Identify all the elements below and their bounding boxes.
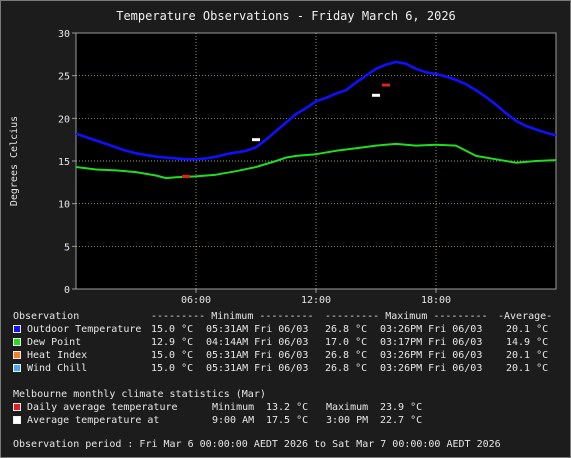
climate-b-label: Maximum	[326, 402, 369, 413]
legend-swatch	[13, 325, 21, 333]
legend-swatch	[13, 338, 21, 346]
legend-name: Dew Point	[27, 337, 82, 348]
climate-markers	[182, 83, 390, 178]
climate-name: Average temperature at	[27, 415, 160, 426]
legend-avg: 20.1 °C	[506, 350, 549, 361]
legend-max: 26.8 °C	[325, 350, 368, 361]
legend-max-at: 03:26PM Fri 06/03	[380, 324, 483, 335]
y-axis-label: Degrees Celcius	[9, 116, 20, 206]
legend-min: 12.9 °C	[151, 337, 194, 348]
legend-name: Wind Chill	[27, 363, 88, 374]
legend-header-maximum: --------- Maximum ---------	[325, 311, 488, 322]
legend-name: Heat Index	[27, 350, 88, 361]
series-lines	[75, 60, 557, 180]
climate-a-value: 17.5 °C	[266, 415, 309, 426]
x-tick-label: 18:00	[421, 295, 451, 306]
legend-swatch	[13, 351, 21, 359]
legend-name: Outdoor Temperature	[27, 324, 142, 335]
climate-swatch	[13, 403, 21, 411]
y-tick-label: 5	[64, 242, 70, 253]
climate-a-label: Minimum	[212, 402, 255, 413]
legend-min-at: 05:31AM Fri 06/03	[206, 350, 309, 361]
climate-b-value: 22.7 °C	[380, 415, 423, 426]
grid-lines	[72, 32, 556, 293]
legend-min: 15.0 °C	[151, 363, 194, 374]
y-tick-label: 30	[58, 29, 70, 40]
legend-swatch	[13, 364, 21, 372]
legend-avg: 14.9 °C	[506, 337, 549, 348]
climate-b-value: 23.9 °C	[380, 402, 423, 413]
climate-a-label: 9:00 AM	[212, 415, 255, 426]
x-tick-label: 12:00	[301, 295, 331, 306]
legend-max-at: 03:26PM Fri 06/03	[380, 363, 483, 374]
legend-max-at: 03:17PM Fri 06/03	[380, 337, 483, 348]
y-tick-labels: 0 5 10 15 20 25 30	[58, 29, 70, 296]
legend-max: 26.8 °C	[325, 324, 368, 335]
observation-period-text: Observation period : Fri Mar 6 00:00:00 …	[13, 439, 501, 450]
legend-header-average: -Average-	[498, 311, 553, 322]
climate-a-value: 13.2 °C	[266, 402, 309, 413]
legend-min: 15.0 °C	[151, 350, 194, 361]
legend-min-at: 05:31AM Fri 06/03	[206, 324, 309, 335]
climate-marker	[182, 174, 190, 178]
legend-min-at: 05:31AM Fri 06/03	[206, 363, 309, 374]
y-tick-label: 25	[58, 72, 70, 83]
climate-marker	[372, 93, 380, 97]
climate-marker	[252, 138, 260, 142]
climate-b-label: 3:00 PM	[326, 415, 369, 426]
y-tick-label: 0	[64, 285, 70, 296]
x-tick-labels: 06:00 12:00 18:00	[181, 295, 451, 306]
legend-header-observation: Observation	[13, 311, 80, 322]
series-line-outdoor-temperature	[75, 60, 557, 161]
climate-swatch	[13, 416, 21, 424]
y-tick-label: 15	[58, 157, 70, 168]
climate-name: Daily average temperature	[27, 402, 178, 413]
climate-marker	[382, 83, 390, 87]
y-tick-label: 10	[58, 200, 70, 211]
chart-title: Temperature Observations - Friday March …	[116, 9, 456, 23]
x-tick-label: 06:00	[181, 295, 211, 306]
climate-header: Melbourne monthly climate statistics (Ma…	[13, 389, 266, 400]
legend-max: 26.8 °C	[325, 363, 368, 374]
legend-header: Observation --------- Minimum --------- …	[1, 310, 552, 323]
legend-avg: 20.1 °C	[506, 363, 549, 374]
legend-max: 17.0 °C	[325, 337, 368, 348]
y-tick-label: 20	[58, 114, 70, 125]
temperature-chart: Temperature Observations - Friday March …	[9, 9, 557, 306]
legend-min: 15.0 °C	[151, 324, 194, 335]
legend-max-at: 03:26PM Fri 06/03	[380, 350, 483, 361]
legend-min-at: 04:14AM Fri 06/03	[206, 337, 309, 348]
legend-avg: 20.1 °C	[506, 324, 549, 335]
series-line-dew-point	[75, 142, 557, 180]
observation-period: Observation period : Fri Mar 6 00:00:00 …	[1, 438, 501, 451]
legend-header-minimum: --------- Minimum ---------	[151, 311, 314, 322]
